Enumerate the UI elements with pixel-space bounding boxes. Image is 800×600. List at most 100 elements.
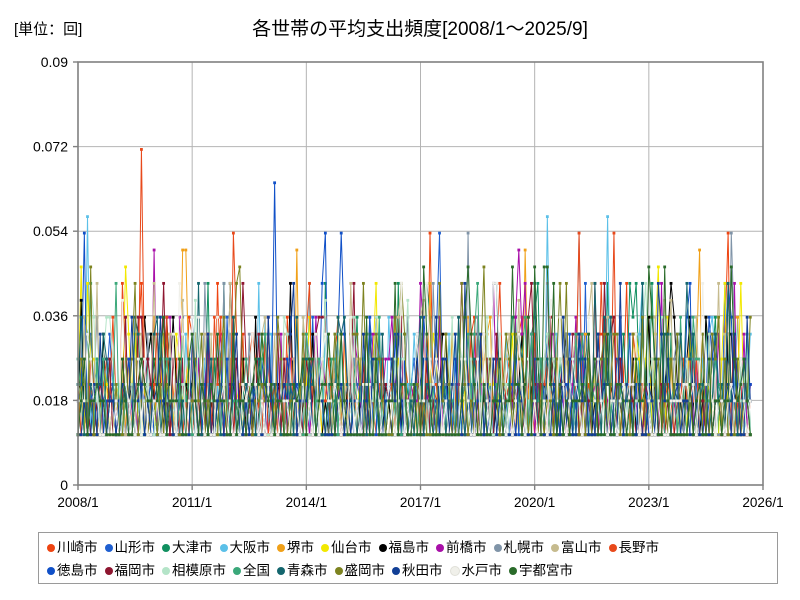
legend-item[interactable]: 長野市 [608, 541, 659, 555]
legend-item[interactable]: 前橋市 [436, 541, 487, 555]
data-point [320, 357, 324, 361]
data-point [675, 433, 679, 437]
data-point [444, 357, 448, 361]
data-point [82, 315, 86, 319]
data-point [289, 357, 292, 361]
data-point [79, 383, 83, 386]
legend-item[interactable]: 宇都宮市 [509, 564, 573, 578]
data-point [552, 399, 556, 403]
legend-item[interactable]: 秋田市 [392, 564, 443, 578]
data-point [641, 383, 644, 386]
data-point [197, 433, 200, 437]
data-point [143, 399, 146, 403]
data-point [656, 265, 660, 269]
data-point [317, 315, 321, 319]
data-point [447, 399, 451, 403]
legend-item[interactable]: 大津市 [162, 541, 213, 555]
legend-item[interactable]: 水戸市 [449, 564, 502, 578]
data-point [609, 315, 613, 319]
legend-item[interactable]: 福岡市 [104, 564, 155, 578]
data-point [669, 298, 673, 302]
legend-label: 川崎市 [57, 539, 98, 555]
data-point [650, 281, 654, 285]
data-point [146, 332, 150, 336]
data-point [279, 399, 283, 403]
legend-item[interactable]: 徳島市 [47, 564, 98, 578]
data-point [92, 399, 96, 403]
data-point [672, 383, 676, 386]
data-point [704, 383, 708, 386]
data-point [561, 383, 565, 386]
data-point [530, 383, 533, 386]
data-point [140, 281, 143, 285]
data-point [514, 357, 518, 361]
data-point [473, 332, 476, 336]
legend-item[interactable]: 仙台市 [321, 541, 372, 555]
x-axis-tick-label: 2020/1 [514, 495, 555, 510]
data-point [615, 383, 619, 386]
data-point [178, 399, 181, 403]
legend-item[interactable]: 富山市 [551, 541, 602, 555]
legend-item[interactable]: 大阪市 [219, 541, 270, 555]
data-point [660, 315, 663, 319]
data-point [333, 399, 337, 403]
data-point [187, 433, 191, 437]
data-point [539, 433, 543, 437]
data-point [685, 433, 689, 437]
data-point [365, 383, 368, 386]
data-point [136, 433, 140, 437]
data-point [384, 357, 388, 361]
data-point [438, 315, 441, 319]
legend-item[interactable]: 盛岡市 [334, 564, 385, 578]
data-point [533, 265, 537, 269]
data-point [121, 281, 124, 285]
data-point [301, 315, 305, 319]
data-point [650, 399, 654, 403]
legend-item[interactable]: 全国 [233, 564, 270, 578]
legend-item[interactable]: 札幌市 [493, 541, 544, 555]
data-point [726, 399, 730, 403]
data-point [596, 433, 600, 437]
data-point [733, 315, 736, 319]
data-point [590, 383, 594, 386]
data-point [514, 399, 518, 403]
data-point [542, 433, 546, 437]
data-point [476, 357, 479, 361]
data-point [193, 433, 197, 437]
data-point [675, 399, 679, 403]
data-point [149, 433, 153, 437]
data-point [285, 332, 289, 336]
legend-item[interactable]: 山形市 [104, 541, 155, 555]
data-point [488, 357, 492, 361]
legend-item[interactable]: 相模原市 [162, 564, 226, 578]
data-point [612, 399, 616, 403]
data-point [374, 383, 378, 386]
data-point [206, 383, 210, 386]
data-point [577, 357, 581, 361]
data-point [710, 433, 714, 437]
data-point [270, 383, 273, 386]
data-point [231, 231, 235, 235]
legend-item[interactable]: 青森市 [277, 564, 328, 578]
legend-item[interactable]: 福島市 [378, 541, 429, 555]
data-point [108, 315, 112, 319]
data-point [431, 383, 435, 386]
data-point [574, 332, 578, 336]
data-point [666, 399, 670, 403]
data-point [739, 383, 743, 386]
data-point [666, 357, 670, 361]
data-point [460, 399, 464, 403]
data-point [193, 298, 197, 302]
data-point [545, 332, 549, 336]
legend-item[interactable]: 堺市 [277, 541, 314, 555]
data-point [419, 399, 422, 403]
data-point [707, 383, 711, 386]
data-point [584, 383, 587, 386]
legend-item[interactable]: 川崎市 [47, 541, 98, 555]
data-point [193, 399, 197, 403]
data-point [162, 315, 166, 319]
data-point [381, 383, 384, 386]
data-point [476, 399, 479, 403]
data-point [159, 315, 162, 319]
data-point [590, 433, 594, 437]
